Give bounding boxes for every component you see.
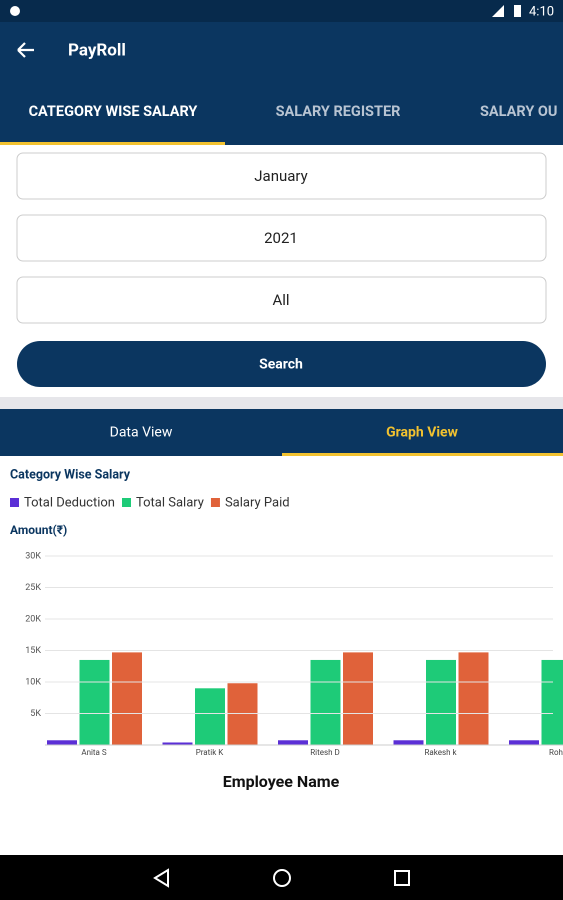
back-button[interactable]	[17, 42, 34, 58]
month-value: January	[254, 167, 307, 185]
bar	[227, 683, 258, 745]
bar	[509, 740, 539, 745]
legend-label: Total Deduction	[24, 495, 115, 510]
bar	[162, 742, 193, 745]
bar	[343, 652, 373, 745]
tab-indicator	[0, 142, 225, 145]
view-tabs	[0, 409, 563, 456]
bar	[393, 740, 424, 745]
y-tick-label: 20K	[25, 614, 41, 624]
bar	[79, 659, 110, 745]
view-tab[interactable]: Data View	[110, 425, 173, 441]
status-icon	[10, 6, 20, 16]
nav-home[interactable]	[273, 869, 291, 887]
x-tick-label: Ritesh D	[310, 748, 340, 757]
divider	[0, 397, 563, 409]
bar	[541, 659, 563, 745]
legend-label: Total Salary	[136, 495, 204, 510]
status-bar	[0, 0, 563, 22]
bar	[195, 688, 225, 745]
bar	[278, 740, 308, 745]
y-tick-label: 10K	[25, 677, 41, 687]
nav-bar	[0, 855, 563, 900]
bar	[426, 659, 456, 745]
legend-label: Salary Paid	[225, 495, 290, 510]
x-tick-label: Roh	[549, 748, 563, 757]
view-tab[interactable]: Graph View	[386, 425, 459, 441]
y-axis-label: Amount(₹)	[10, 523, 67, 537]
nav-back[interactable]	[153, 868, 169, 888]
x-tick-label: Anita S	[81, 748, 107, 757]
bar	[112, 652, 142, 745]
app-title: PayRoll	[68, 40, 126, 60]
y-tick-label: 5K	[30, 709, 41, 719]
search-label: Search	[259, 357, 303, 373]
bar	[47, 740, 77, 745]
y-tick-label: 15K	[25, 646, 41, 656]
tab[interactable]: SALARY REGISTER	[276, 103, 401, 120]
month-field[interactable]	[16, 152, 547, 200]
signal-icon	[492, 5, 504, 17]
x-axis-label: Employee Name	[223, 772, 340, 791]
x-tick-label: Rakesh k	[424, 748, 457, 757]
x-tick-label: Pratik K	[196, 748, 225, 757]
app-bar	[0, 22, 563, 145]
legend-swatch	[122, 498, 131, 507]
y-tick-label: 30K	[25, 551, 41, 561]
year-value: 2021	[264, 229, 298, 247]
legend-swatch	[210, 498, 220, 507]
battery-icon	[514, 5, 521, 17]
nav-recents[interactable]	[394, 870, 410, 886]
y-tick-label: 25K	[25, 583, 41, 593]
bar	[310, 659, 341, 745]
category-field[interactable]	[16, 276, 547, 324]
legend-swatch	[10, 498, 19, 507]
view-tab-indicator	[282, 453, 563, 456]
search-button[interactable]	[17, 341, 546, 387]
bar	[458, 652, 489, 745]
category-value: All	[272, 291, 289, 309]
plot	[47, 652, 563, 745]
chart-title: Category Wise Salary	[10, 467, 131, 482]
year-field[interactable]	[16, 214, 547, 262]
tab[interactable]: CATEGORY WISE SALARY	[29, 103, 198, 120]
status-time: 4:10	[529, 4, 554, 19]
tab[interactable]: SALARY OU	[480, 103, 557, 120]
